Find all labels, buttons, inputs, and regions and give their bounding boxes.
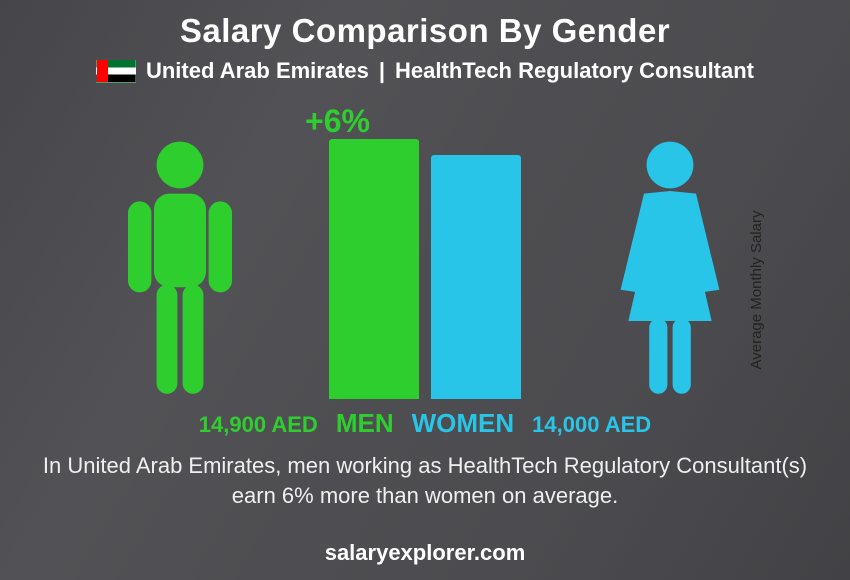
job-title-label: HealthTech Regulatory Consultant	[395, 58, 754, 84]
men-label: MEN	[336, 408, 394, 439]
source-url: salaryexplorer.com	[0, 540, 850, 566]
percent-difference-label: +6%	[305, 103, 370, 140]
men-bar	[329, 139, 419, 399]
country-label: United Arab Emirates	[146, 58, 369, 84]
female-figure-icon	[605, 139, 735, 399]
summary-text: In United Arab Emirates, men working as …	[40, 451, 810, 510]
women-bar	[431, 155, 521, 399]
male-figure-icon	[115, 139, 245, 399]
women-salary-value: 14,000 AED	[532, 412, 651, 438]
salary-comparison-chart: +6% 14,900 AED MEN WOMEN 14,000 AED	[135, 109, 715, 439]
page-title: Salary Comparison By Gender	[0, 0, 850, 50]
men-salary-value: 14,900 AED	[199, 412, 318, 438]
bottom-labels-row: 14,900 AED MEN WOMEN 14,000 AED	[135, 408, 715, 439]
bar-group	[329, 139, 521, 399]
uae-flag-icon	[96, 59, 136, 83]
y-axis-label: Average Monthly Salary	[748, 211, 765, 370]
subtitle-row: United Arab Emirates | HealthTech Regula…	[0, 58, 850, 84]
women-label: WOMEN	[412, 408, 515, 439]
separator: |	[379, 58, 385, 84]
